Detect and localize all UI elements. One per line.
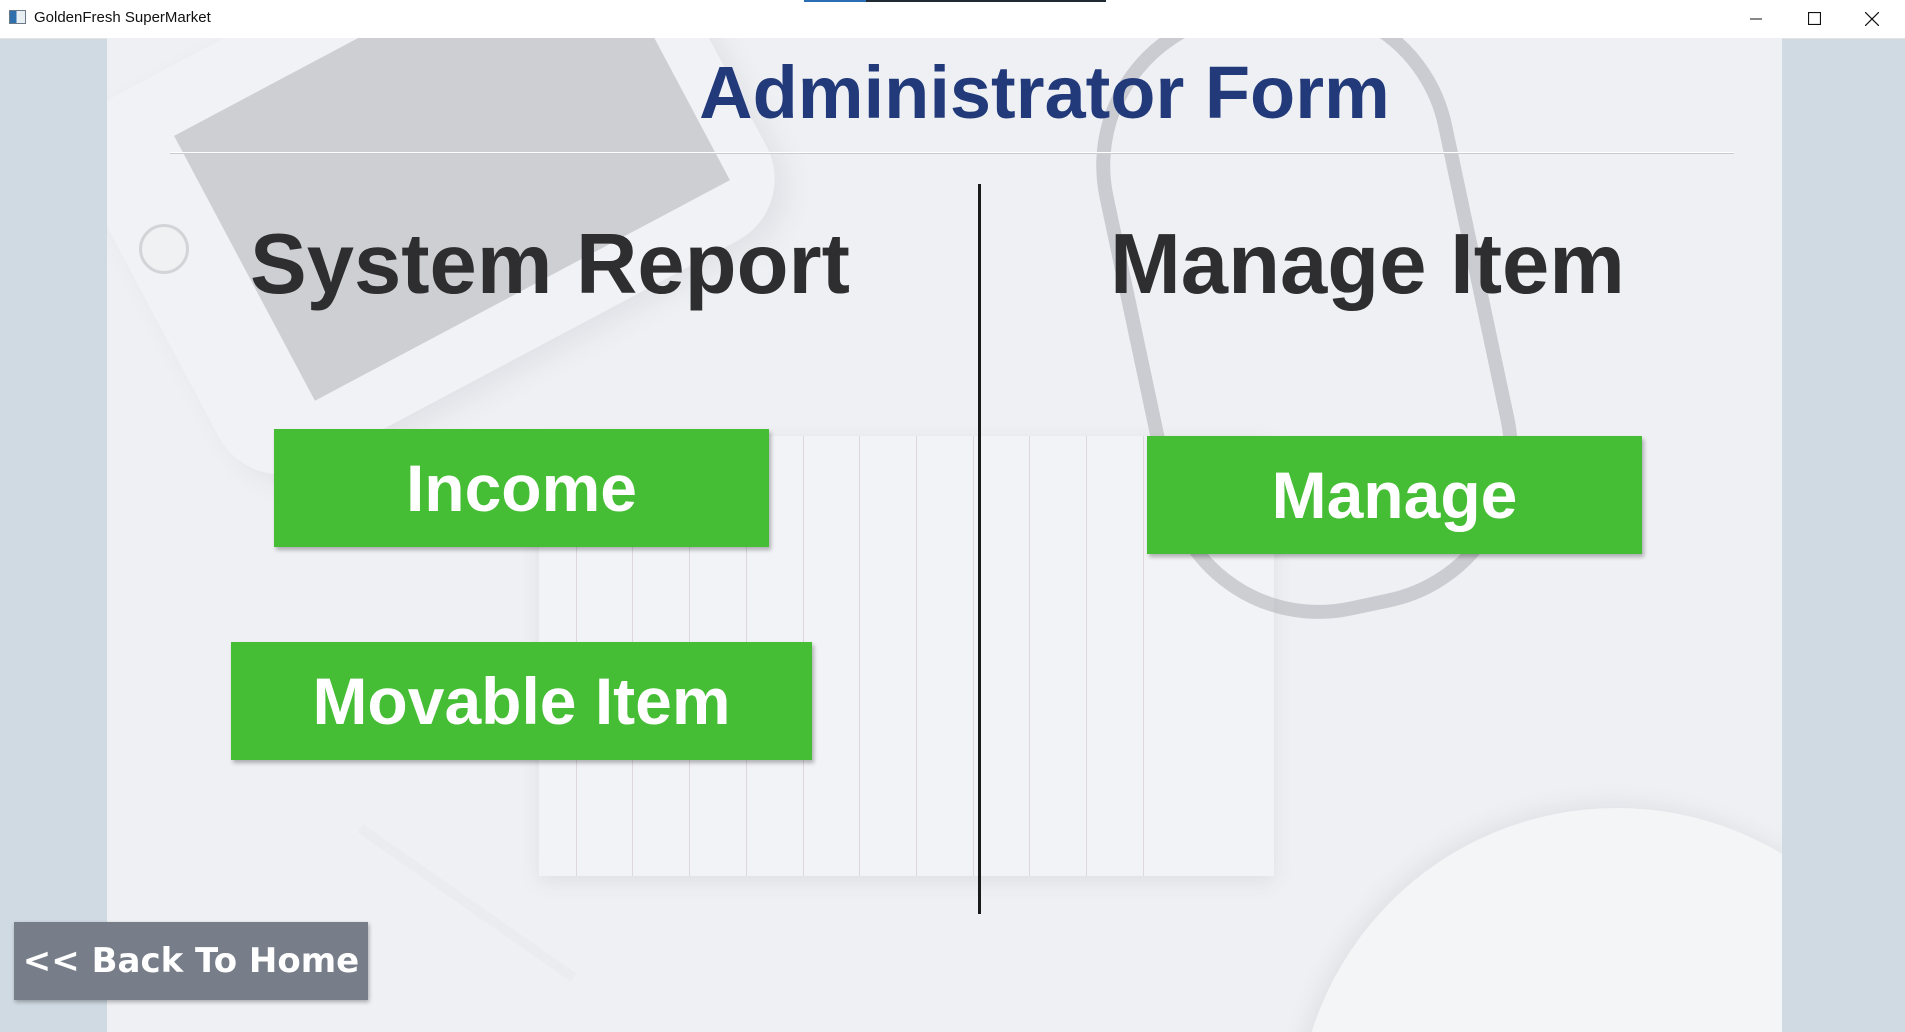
movable-item-button[interactable]: Movable Item xyxy=(231,642,812,760)
title-divider xyxy=(170,152,1734,154)
admin-form-panel: Administrator Form System Report Manage … xyxy=(107,38,1782,1032)
app-window-icon xyxy=(9,10,26,24)
section-divider xyxy=(978,184,981,914)
title-bar: GoldenFresh SuperMarket xyxy=(0,0,1905,39)
back-to-home-button[interactable]: << Back To Home xyxy=(14,922,368,1000)
manage-button[interactable]: Manage xyxy=(1147,436,1642,554)
minimize-icon xyxy=(1750,18,1762,19)
minimize-button[interactable] xyxy=(1727,0,1785,37)
system-report-heading: System Report xyxy=(250,217,850,312)
income-button[interactable]: Income xyxy=(274,429,769,547)
manage-item-heading: Manage Item xyxy=(1110,217,1625,312)
taskbar-focus-strip xyxy=(804,0,1106,2)
page-title: Administrator Form xyxy=(699,51,1390,134)
close-button[interactable] xyxy=(1843,0,1901,37)
maximize-button[interactable] xyxy=(1785,0,1843,37)
maximize-icon xyxy=(1807,12,1821,25)
close-icon xyxy=(1865,11,1879,26)
window-title: GoldenFresh SuperMarket xyxy=(34,9,211,26)
